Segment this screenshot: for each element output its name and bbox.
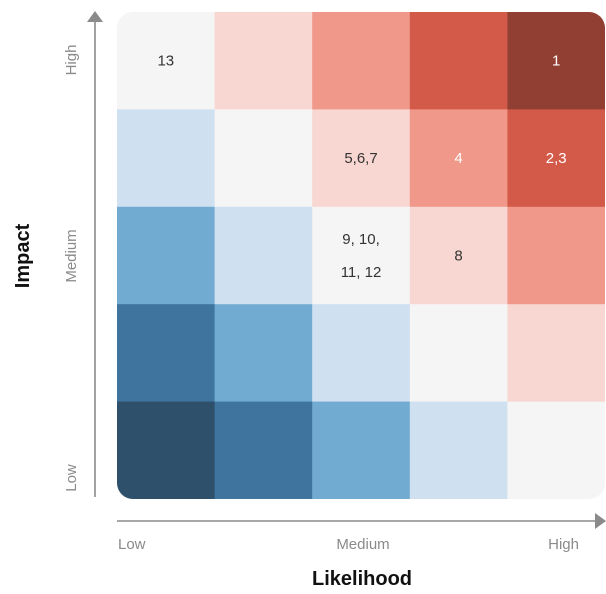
heatmap-cell-r5-c1 <box>117 401 216 499</box>
heatmap-cell-r1-c4 <box>409 12 508 110</box>
heatmap-cell-r4-c5 <box>507 304 605 403</box>
heatmap-cell-r2-c3 <box>312 109 411 208</box>
heatmap-cell-r4-c1 <box>117 304 216 403</box>
heatmap-cell-r3-c2 <box>214 206 313 305</box>
heatmap-cell-r4-c4 <box>409 304 508 403</box>
heatmap-cell-r5-c2 <box>214 401 313 499</box>
y-axis-arrow-icon <box>87 11 103 22</box>
heatmap-cell-label-r1-c1: 13 <box>157 53 174 70</box>
y-tick-label-high: High <box>63 45 80 76</box>
heatmap-cell-r2-c4 <box>409 109 508 208</box>
heatmap-cell-r5-c3 <box>312 401 411 499</box>
heatmap-cell-r3-c3 <box>312 206 411 305</box>
heatmap-grid <box>117 12 605 499</box>
y-axis-title: Impact <box>12 223 34 288</box>
x-tick-label-low: Low <box>118 536 146 553</box>
heatmap-cell-label-r3-c3: 9, 10, 11, 12 <box>341 231 382 281</box>
heatmap-cell-r4-c2 <box>214 304 313 403</box>
heatmap-cell-r5-c4 <box>409 401 508 499</box>
heatmap-cell-r2-c1 <box>117 109 216 208</box>
heatmap-cell-r1-c5 <box>507 12 605 110</box>
heatmap-cell-r5-c5 <box>507 401 605 499</box>
heatmap-cell-label-r2-c3: 5,6,7 <box>344 150 377 167</box>
y-tick-label-low: Low <box>63 464 80 492</box>
x-axis-arrow-icon <box>595 513 606 529</box>
heatmap-cell-r1-c3 <box>312 12 411 110</box>
heatmap-cell-r2-c5 <box>507 109 605 208</box>
heatmap-cell-r3-c4 <box>409 206 508 305</box>
heatmap-cell-r4-c3 <box>312 304 411 403</box>
heatmap-cell-r1-c2 <box>214 12 313 110</box>
x-tick-label-high: High <box>548 536 579 553</box>
heatmap-cell-r3-c5 <box>507 206 605 305</box>
heatmap-cell-r3-c1 <box>117 206 216 305</box>
heatmap-cell-r1-c1 <box>117 12 216 110</box>
heatmap-cell-label-r3-c4: 8 <box>454 248 462 265</box>
heatmap-cell-label-r2-c4: 4 <box>454 150 462 167</box>
heatmap-cell-labels: 13 1 5,6,7 4 2,3 9, 10, 11, 12 8 <box>157 53 566 281</box>
x-tick-label-medium: Medium <box>336 536 389 553</box>
x-axis-title: Likelihood <box>312 568 412 590</box>
heatmap-cell-label-r2-c5: 2,3 <box>546 150 567 167</box>
heatmap-cell-r2-c2 <box>214 109 313 208</box>
heatmap-cell-label-r1-c5: 1 <box>552 53 560 70</box>
y-tick-label-medium: Medium <box>63 229 80 282</box>
